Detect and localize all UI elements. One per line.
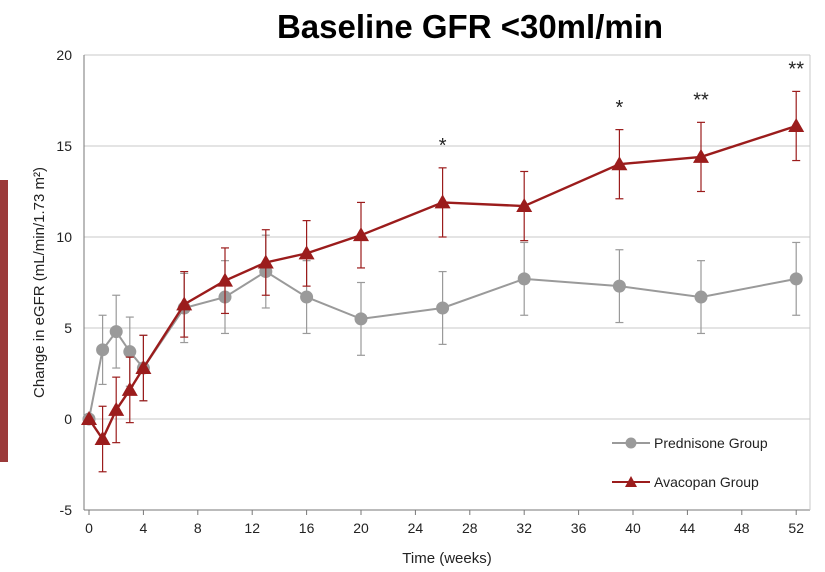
x-tick-label: 40 xyxy=(625,520,641,536)
data-point xyxy=(517,272,531,286)
data-point xyxy=(81,411,97,425)
y-tick-label: 10 xyxy=(56,229,72,245)
data-point xyxy=(436,301,450,315)
data-point xyxy=(693,148,709,163)
data-point xyxy=(109,325,123,339)
y-tick-label: 15 xyxy=(56,138,72,154)
x-tick-label: 52 xyxy=(788,520,804,536)
data-point xyxy=(611,156,628,171)
data-point xyxy=(217,272,233,287)
x-tick-label: 0 xyxy=(85,520,93,536)
significance-marker: * xyxy=(616,97,624,119)
legend-marker xyxy=(625,476,637,487)
data-point xyxy=(516,198,533,213)
data-point xyxy=(257,254,274,269)
x-tick-label: 28 xyxy=(462,520,478,536)
x-tick-label: 16 xyxy=(299,520,315,536)
y-tick-label: 20 xyxy=(56,47,72,63)
data-point xyxy=(788,117,805,132)
x-tick-label: 8 xyxy=(194,520,202,536)
accent-bar xyxy=(0,180,8,462)
y-tick-label: 0 xyxy=(64,411,72,427)
data-point xyxy=(96,343,110,357)
legend-marker xyxy=(625,437,637,449)
y-tick-label: 5 xyxy=(64,320,72,336)
x-tick-labels: 0 4 8 12 16 20 24 28 32 36 40 44 48 52 xyxy=(85,510,804,536)
data-point xyxy=(434,194,451,209)
series-group xyxy=(81,90,805,473)
data-point xyxy=(354,312,368,326)
data-point xyxy=(353,227,369,242)
data-point xyxy=(176,296,193,311)
series-prednisone xyxy=(82,234,803,426)
data-point xyxy=(135,360,152,375)
x-tick-label: 12 xyxy=(244,520,260,536)
x-tick-label: 4 xyxy=(140,520,148,536)
data-point xyxy=(612,279,626,293)
x-tick-label: 44 xyxy=(680,520,696,536)
x-tick-label: 48 xyxy=(734,520,750,536)
data-point xyxy=(300,290,314,304)
data-point xyxy=(298,245,315,260)
y-tick-label: -5 xyxy=(60,502,73,518)
legend-item: Avacopan Group xyxy=(612,474,759,490)
significance-marker: * xyxy=(439,135,447,157)
x-tick-label: 20 xyxy=(353,520,369,536)
data-point xyxy=(694,290,708,304)
x-tick-label: 36 xyxy=(571,520,587,536)
legend-label: Prednisone Group xyxy=(654,435,768,451)
data-point xyxy=(108,401,125,416)
chart-title: Baseline GFR <30ml/min xyxy=(276,8,664,45)
y-tick-labels: -5 0 5 10 15 20 xyxy=(56,47,72,518)
data-point xyxy=(123,345,137,359)
significance-marker: ** xyxy=(693,90,709,112)
data-point xyxy=(94,431,111,446)
x-tick-label: 32 xyxy=(516,520,532,536)
series-avacopan xyxy=(81,90,805,473)
axes xyxy=(83,55,811,511)
legend-item: Prednisone Group xyxy=(612,435,768,451)
significance-annotations: ** **** xyxy=(439,59,804,157)
legend: Prednisone Group Avacopan Group xyxy=(612,435,768,490)
y-axis-label: Change in eGFR (mL/min/1.73 m²) xyxy=(31,167,48,398)
x-tick-label: 24 xyxy=(408,520,424,536)
data-point xyxy=(789,272,803,286)
x-axis-label: Time (weeks) xyxy=(402,550,491,567)
significance-marker: ** xyxy=(788,59,804,81)
legend-label: Avacopan Group xyxy=(654,474,759,490)
data-point xyxy=(121,381,138,396)
